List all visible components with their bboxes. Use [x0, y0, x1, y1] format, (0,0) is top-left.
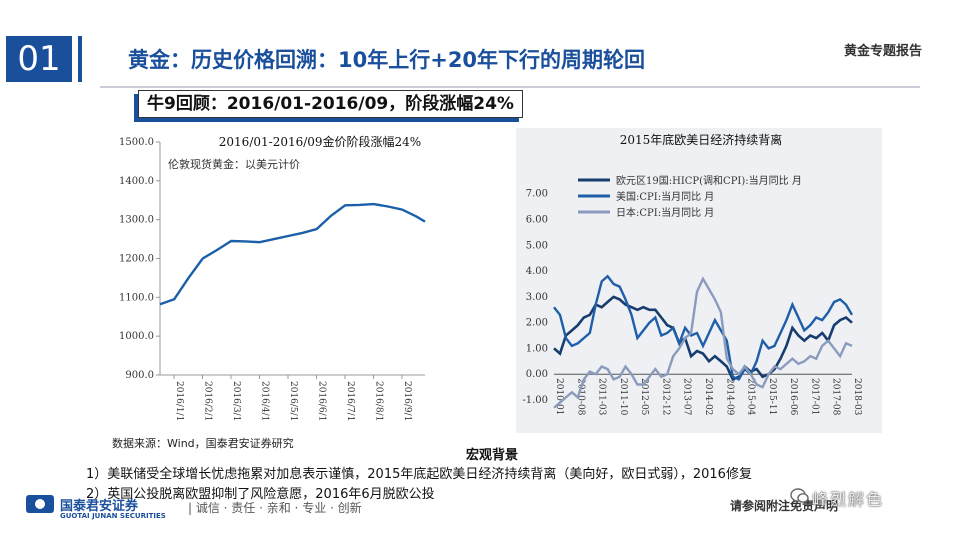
x-tick-label: 2016/6/1 [317, 381, 327, 421]
header-divider [100, 86, 920, 88]
gold-price-chart: 2016/01-2016/09金价阶段涨幅24% 伦敦现货黄金：以美元计价 900.… [110, 130, 440, 428]
background-heading: 宏观背景 [466, 448, 519, 463]
disclaimer-text: 请参阅附注免责声明 [730, 499, 839, 513]
x-tick-label: 2016/1/1 [174, 381, 184, 421]
y-tick-label: 1500.0 [119, 137, 154, 148]
y-tick-label: 4.00 [526, 266, 548, 277]
y-tick-label: 2.00 [526, 318, 548, 329]
x-tick-label: 2011-10 [618, 378, 628, 416]
y-tick-label: 900.0 [125, 370, 154, 381]
x-tick-label: 2016/2/1 [203, 381, 213, 421]
y-tick-label: 6.00 [526, 215, 548, 226]
wechat-icon [790, 488, 809, 503]
x-tick-label: 2016-06 [788, 378, 798, 416]
x-tick-label: 2016/4/1 [260, 381, 270, 421]
company-name-en: GUOTAI JUNAN SECURITIES [60, 512, 166, 520]
y-tick-label: 1.00 [526, 343, 548, 354]
x-tick-label: 2018-03 [852, 378, 862, 416]
x-tick-label: 2012-12 [660, 378, 670, 415]
x-tick-label: 2016/9/1 [402, 381, 412, 421]
company-logo-icon [26, 495, 54, 513]
gold-price-chart-svg: 2016/01-2016/09金价阶段涨幅24% 伦敦现货黄金：以美元计价 900.… [119, 134, 426, 421]
subtitle-box: 牛9回顾：2016/01-2016/09，阶段涨幅24% [138, 90, 523, 118]
data-source: 数据来源：Wind，国泰君安证券研究 [112, 437, 294, 450]
x-tick-label: 2017-08 [831, 378, 841, 416]
x-tick-label: 2014-09 [724, 378, 734, 416]
background-point-2: 2）英国公投脱离欧盟抑制了风险意愿，2016年6月脱欧公投 [86, 487, 435, 502]
series-line-2 [553, 274, 854, 381]
y-tick-label: 1100.0 [119, 292, 154, 303]
title-accent-bar [78, 36, 82, 82]
x-tick-label: 2015-04 [746, 378, 756, 416]
series-line-3 [553, 276, 853, 409]
cpi-divergence-chart: 2015年底欧美日经济持续背离 -1.00 0.00 1.00 2.00 3.00 4.00… [516, 128, 882, 433]
x-tick-label: 2011-03 [597, 378, 607, 416]
x-tick-label: 2015-11 [767, 378, 777, 415]
x-tick-label: 2013-07 [682, 378, 692, 416]
x-tick-label: 2016/5/1 [288, 381, 298, 421]
section-number: 01 [6, 36, 72, 82]
watermark-text: 峰烈解色 [812, 490, 885, 509]
legend-label-2: 美国:CPI:当月同比 月 [616, 190, 714, 203]
y-tick-label: 1300.0 [119, 215, 154, 226]
x-tick-label: 2014-02 [703, 378, 713, 415]
y-tick-label: 7.00 [526, 189, 548, 200]
company-slogan: | 诚信 · 责任 · 亲和 · 专业 · 创新 [188, 501, 362, 515]
legend-label-3: 日本:CPI:当月同比 月 [616, 206, 714, 219]
y-tick-label: 0.00 [526, 369, 548, 380]
gold-price-line [159, 202, 426, 306]
x-tick-label: 2016/7/1 [345, 381, 355, 421]
series-line-1 [553, 295, 853, 382]
y-tick-label: 1400.0 [119, 176, 154, 187]
x-tick-label: 2016/3/1 [231, 381, 241, 421]
page-title: 黄金：历史价格回溯：10年上行+20年下行的周期轮回 [128, 48, 646, 72]
chart-legend-label: 伦敦现货黄金：以美元计价 [168, 157, 300, 171]
report-tag: 黄金专题报告 [843, 44, 922, 59]
y-tick-label: -1.00 [522, 395, 548, 406]
y-tick-label: 5.00 [526, 240, 548, 251]
y-tick-label: 1000.0 [119, 331, 154, 342]
legend-label-1: 欧元区19国:HICP(调和CPI):当月同比 月 [616, 174, 802, 187]
background-point-1: 1）美联储受全球增长忧虑拖累对加息表示谨慎，2015年底起欧美日经济持续背离（美… [86, 467, 752, 482]
x-tick-label: 2017-01 [809, 378, 819, 415]
chart-title: 2016/01-2016/09金价阶段涨幅24% [219, 134, 421, 149]
y-tick-label: 3.00 [526, 292, 548, 303]
x-tick-label: 2012-05 [639, 378, 649, 416]
x-tick-label: 2010-01 [554, 378, 564, 415]
company-name: 国泰君安证券 [60, 499, 139, 514]
x-tick-label: 2010-08 [575, 378, 585, 416]
x-tick-label: 2016/8/1 [374, 381, 384, 421]
chart-title: 2015年底欧美日经济持续背离 [620, 132, 783, 147]
cpi-divergence-chart-svg: 2015年底欧美日经济持续背离 -1.00 0.00 1.00 2.00 3.00 4.00… [522, 132, 862, 416]
y-tick-label: 1200.0 [119, 254, 154, 265]
